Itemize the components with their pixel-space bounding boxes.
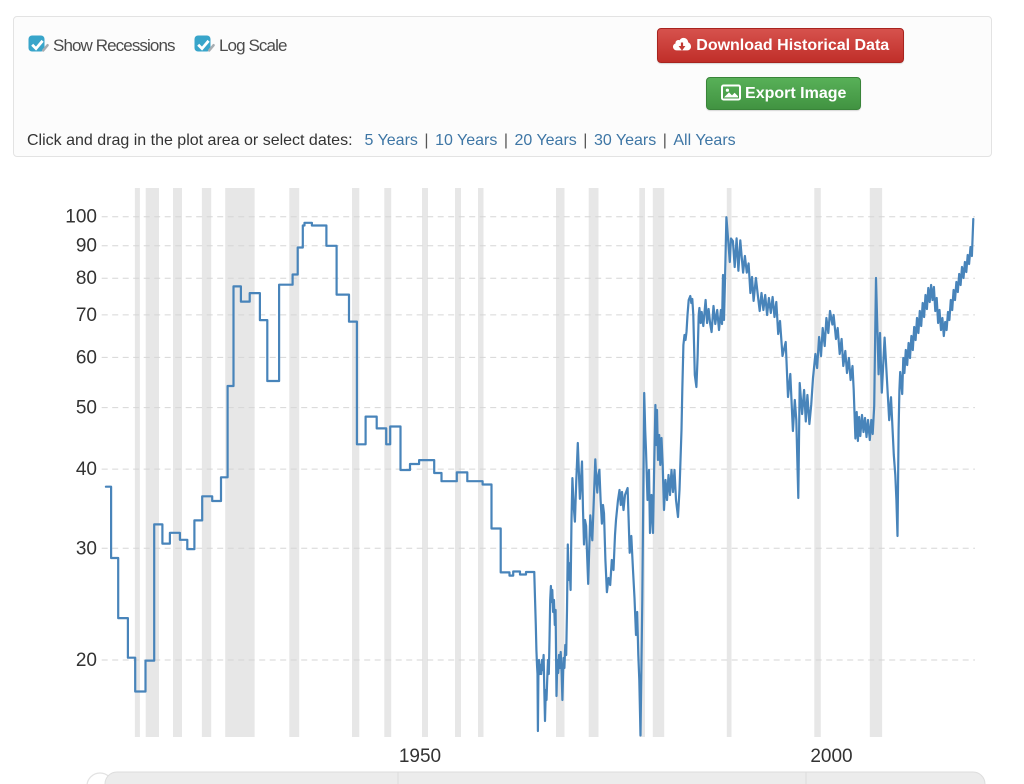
- svg-text:60: 60: [76, 347, 97, 368]
- svg-text:20: 20: [76, 650, 97, 671]
- svg-text:70: 70: [76, 305, 97, 326]
- svg-text:2000: 2000: [810, 746, 852, 767]
- svg-text:100: 100: [65, 207, 97, 228]
- svg-text:50: 50: [76, 398, 97, 419]
- svg-text:1950: 1950: [399, 746, 441, 767]
- svg-text:90: 90: [76, 236, 97, 257]
- svg-text:40: 40: [76, 459, 97, 480]
- svg-text:80: 80: [76, 268, 97, 289]
- svg-text:30: 30: [76, 538, 97, 559]
